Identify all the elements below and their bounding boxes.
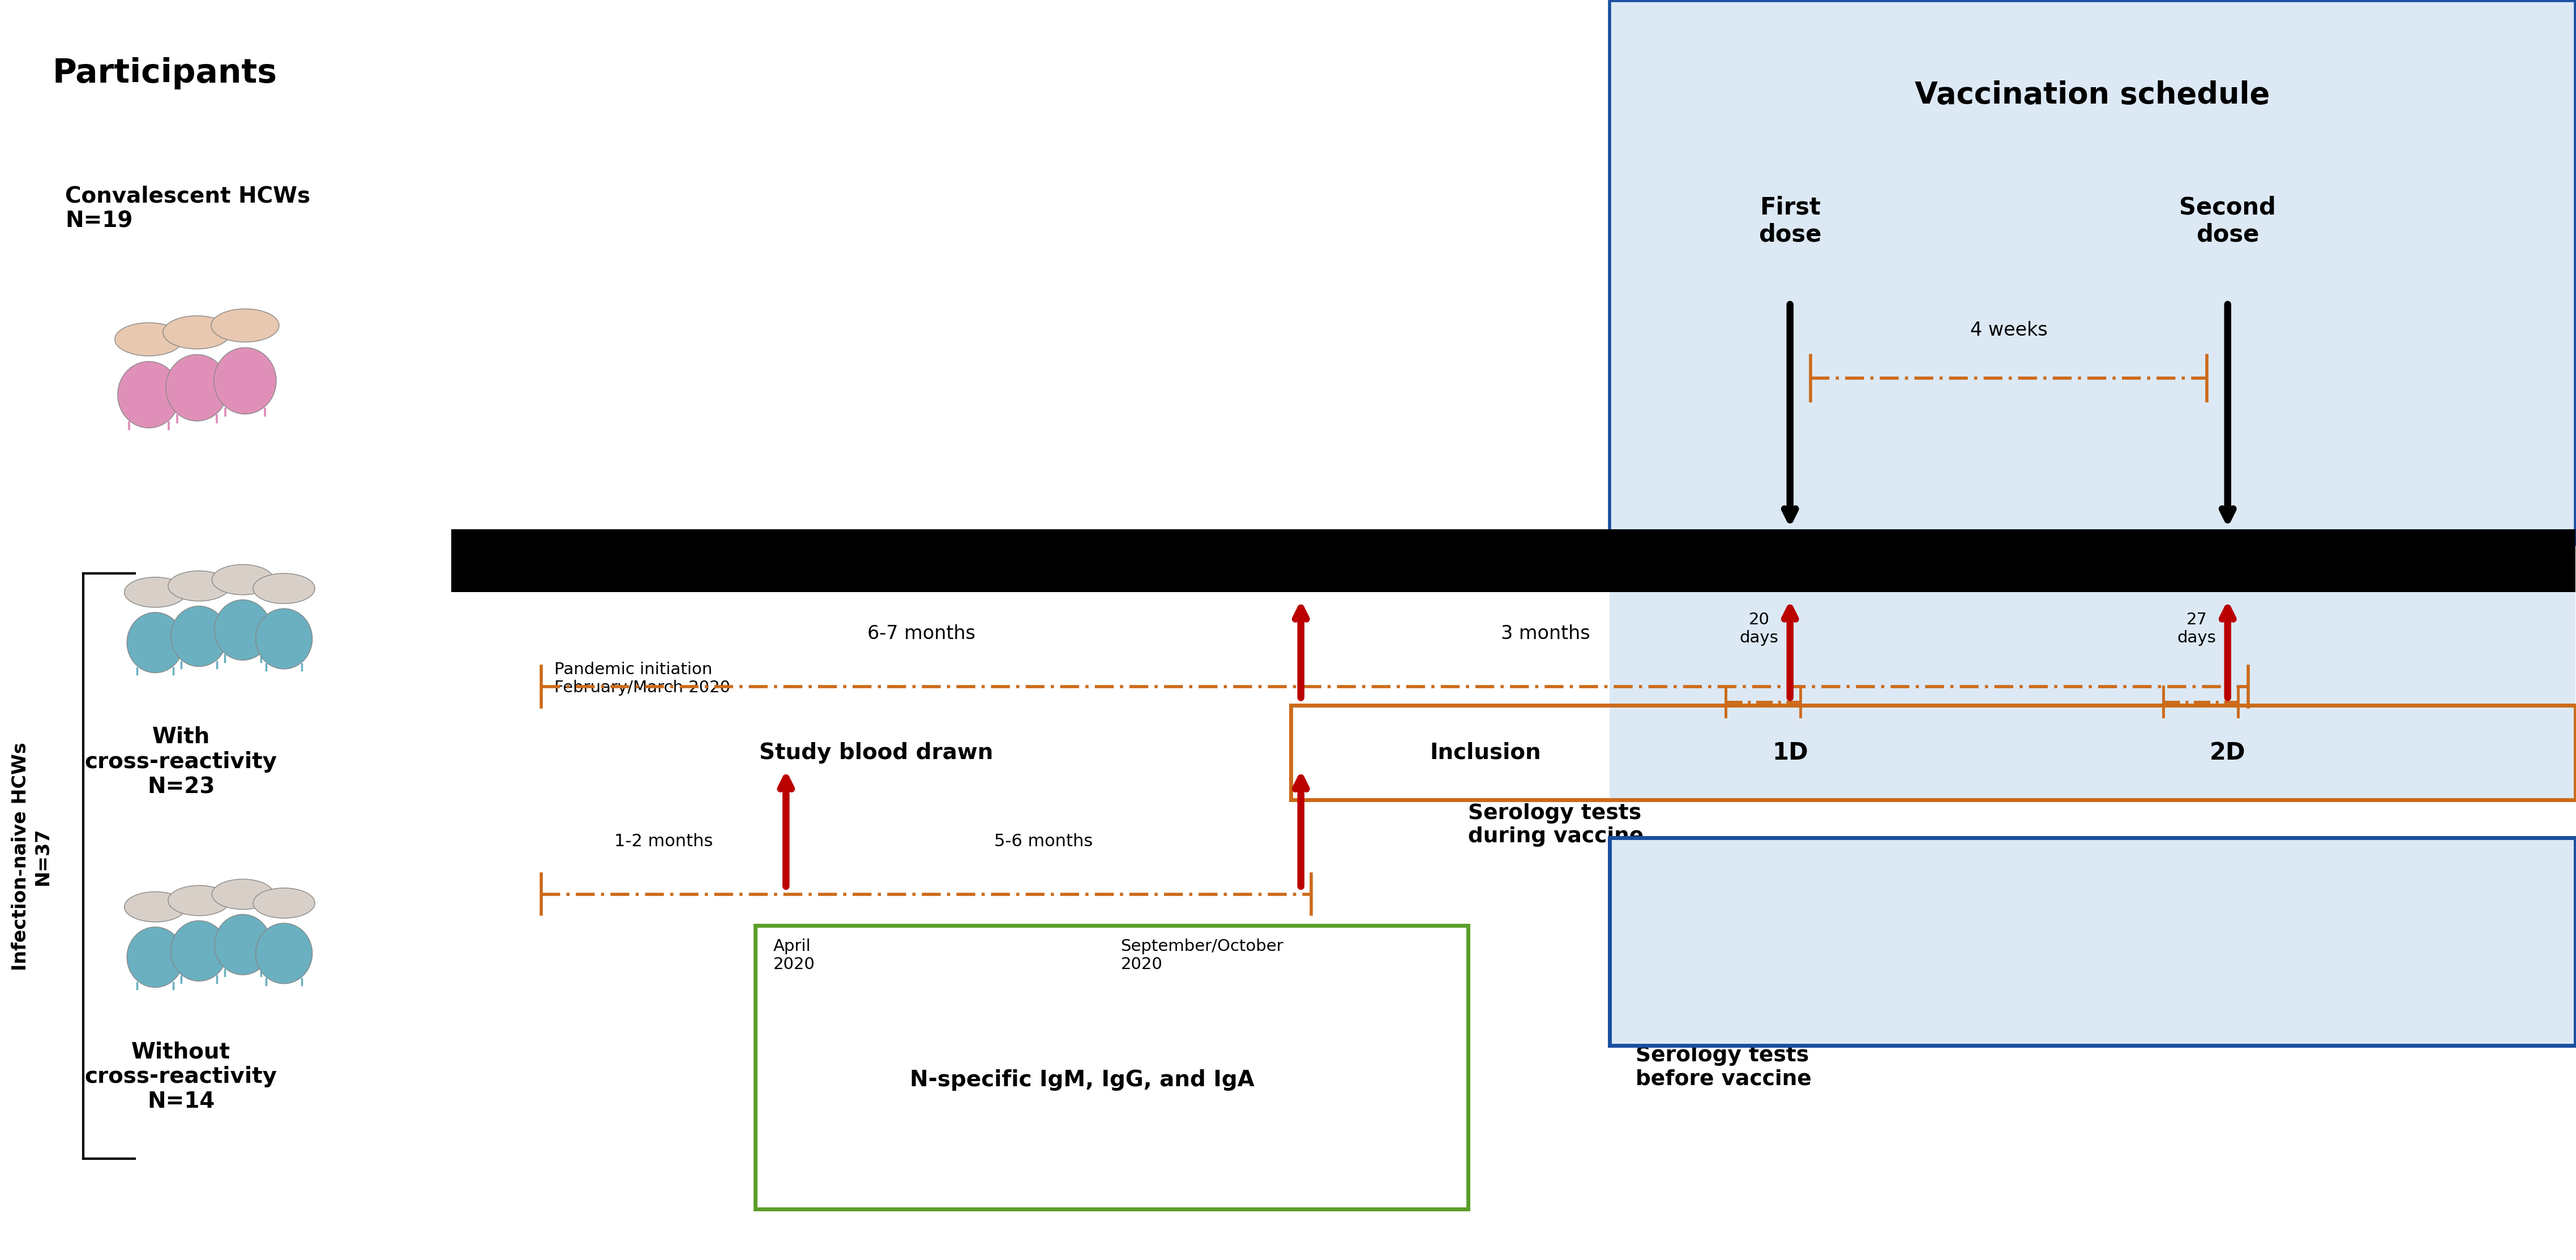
Ellipse shape bbox=[170, 606, 227, 667]
Text: Infection-naive HCWs
N=37: Infection-naive HCWs N=37 bbox=[10, 742, 52, 970]
Text: 6-7 months: 6-7 months bbox=[868, 625, 976, 643]
Circle shape bbox=[124, 577, 185, 607]
Ellipse shape bbox=[214, 915, 270, 975]
Text: 1-2 months: 1-2 months bbox=[613, 833, 714, 849]
Text: With
cross-reactivity
N=23: With cross-reactivity N=23 bbox=[85, 727, 278, 798]
Text: Serology tests
before vaccine: Serology tests before vaccine bbox=[1636, 1046, 1811, 1089]
Text: 27
days: 27 days bbox=[2177, 611, 2215, 646]
Text: Without
cross-reactivity
N=14: Without cross-reactivity N=14 bbox=[85, 1041, 278, 1113]
Text: Vaccination schedule: Vaccination schedule bbox=[1914, 81, 2269, 110]
Text: Serology tests
during vaccine: Serology tests during vaccine bbox=[1468, 803, 1643, 847]
Circle shape bbox=[211, 564, 273, 595]
Ellipse shape bbox=[255, 924, 312, 984]
Circle shape bbox=[167, 571, 229, 601]
Circle shape bbox=[116, 323, 183, 355]
Circle shape bbox=[162, 316, 232, 349]
Ellipse shape bbox=[126, 927, 183, 988]
Circle shape bbox=[167, 886, 229, 916]
Text: 4 weeks: 4 weeks bbox=[1971, 321, 2048, 340]
Text: 1D: 1D bbox=[1772, 741, 1808, 765]
Circle shape bbox=[211, 309, 278, 341]
Text: Pandemic initiation
February/March 2020: Pandemic initiation February/March 2020 bbox=[554, 662, 729, 696]
Ellipse shape bbox=[214, 348, 276, 415]
Circle shape bbox=[124, 892, 185, 922]
Circle shape bbox=[252, 573, 314, 604]
Text: September/October
2020: September/October 2020 bbox=[1121, 939, 1283, 973]
Text: N-specific IgM, IgG, and IgA: N-specific IgM, IgG, and IgA bbox=[909, 1070, 1255, 1091]
Text: S-specific IgG: S-specific IgG bbox=[2148, 920, 2306, 939]
Ellipse shape bbox=[126, 612, 183, 673]
Text: Convalescent HCWs
N=19: Convalescent HCWs N=19 bbox=[64, 185, 309, 232]
Ellipse shape bbox=[118, 362, 180, 428]
FancyBboxPatch shape bbox=[451, 529, 2576, 592]
Circle shape bbox=[252, 888, 314, 919]
Text: 20
days: 20 days bbox=[1739, 611, 1777, 646]
Text: 5-6 months: 5-6 months bbox=[994, 833, 1092, 849]
FancyBboxPatch shape bbox=[1610, 838, 2576, 1046]
Text: First
dose: First dose bbox=[1759, 195, 1821, 247]
Text: Participants: Participants bbox=[52, 58, 278, 89]
Text: Second
dose: Second dose bbox=[2179, 195, 2277, 247]
FancyBboxPatch shape bbox=[1610, 1, 2576, 544]
Ellipse shape bbox=[170, 921, 227, 982]
Ellipse shape bbox=[255, 609, 312, 669]
Text: 3 months: 3 months bbox=[1502, 625, 1589, 643]
Text: 2D: 2D bbox=[2210, 741, 2246, 765]
Circle shape bbox=[211, 879, 273, 910]
Text: April
2020: April 2020 bbox=[773, 939, 814, 973]
Text: Inclusion: Inclusion bbox=[1430, 742, 1540, 764]
FancyBboxPatch shape bbox=[1610, 592, 2576, 800]
Text: N-specific IgG
S-specific IgG: N-specific IgG S-specific IgG bbox=[1687, 908, 1847, 950]
Ellipse shape bbox=[165, 354, 229, 421]
Text: Study blood drawn: Study blood drawn bbox=[760, 742, 994, 764]
Ellipse shape bbox=[214, 600, 270, 660]
